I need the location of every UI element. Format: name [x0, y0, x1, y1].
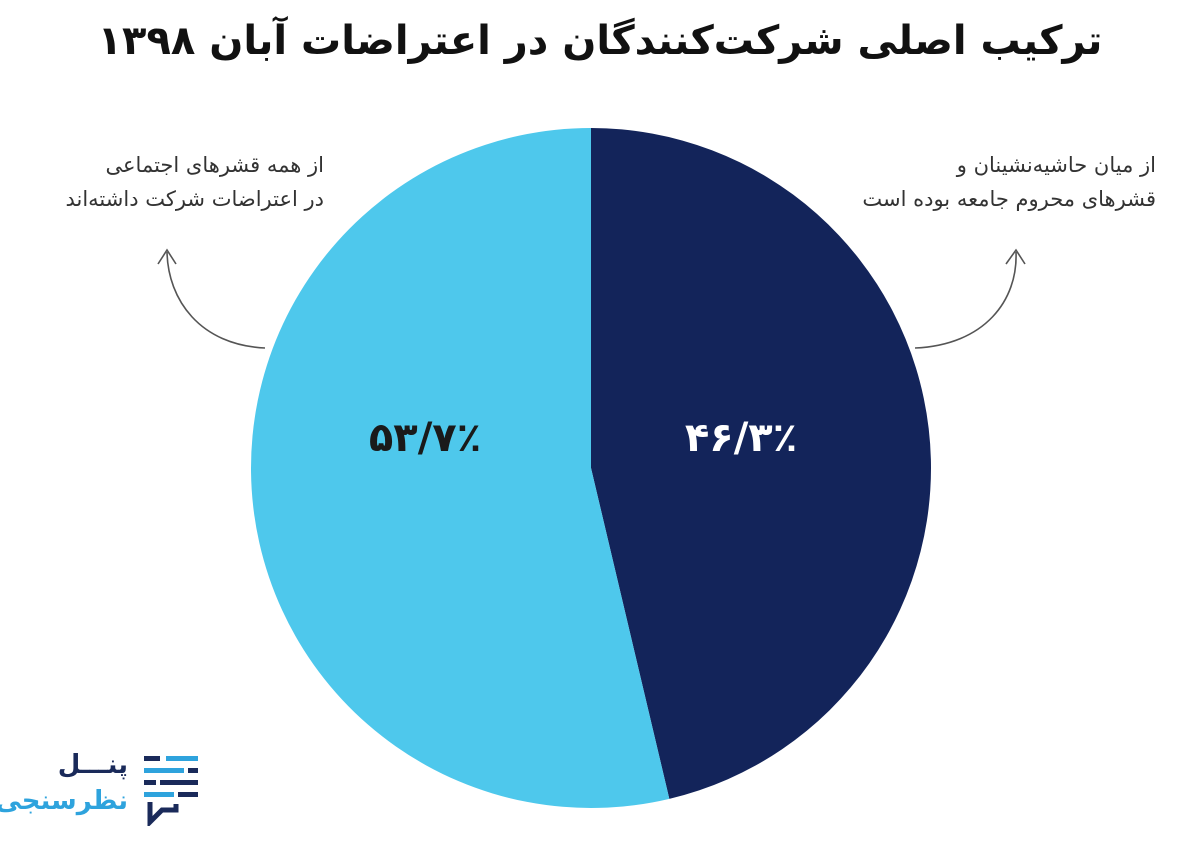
- right-annotation-line-1: از میان حاشیه‌نشینان و: [956, 153, 1156, 177]
- right-annotation-arrowhead: [1005, 248, 1026, 265]
- right-annotation-line-2: قشرهای محروم جامعه بوده است: [862, 187, 1156, 211]
- pie-slice-labels: ۴۶/۳٪ ۵۳/۷٪: [369, 415, 797, 461]
- pie-slice-2: [251, 128, 670, 808]
- pie-slices: [251, 128, 932, 808]
- left-annotation-line-1: از همه قشرهای اجتماعی: [105, 153, 324, 177]
- left-annotation-arrowhead: [157, 248, 177, 265]
- logo-text-line-2: نظرسنجی: [0, 786, 128, 816]
- chart-title: ترکیب اصلی شرکت‌کنندگان در اعتراضات آبان…: [97, 18, 1103, 64]
- right-annotation-arrow: [914, 251, 1017, 349]
- left-annotation: از همه قشرهای اجتماعی در اعتراضات شرکت د…: [14, 148, 324, 216]
- pie-slice-label-2: ۵۳/۷٪: [369, 415, 481, 461]
- left-annotation-line-2: در اعتراضات شرکت داشته‌اند: [65, 187, 324, 211]
- pie-slice-1: [591, 128, 932, 799]
- left-annotation-arrow: [166, 251, 266, 349]
- right-annotation: از میان حاشیه‌نشینان و قشرهای محروم جامع…: [816, 148, 1156, 216]
- chat-bubble-lines-icon: [144, 756, 198, 826]
- brand-logo: پنـــل نظرسنجی: [0, 748, 210, 828]
- logo-text-line-1: پنـــل: [57, 750, 128, 780]
- pie-slice-label-1: ۴۶/۳٪: [685, 415, 797, 461]
